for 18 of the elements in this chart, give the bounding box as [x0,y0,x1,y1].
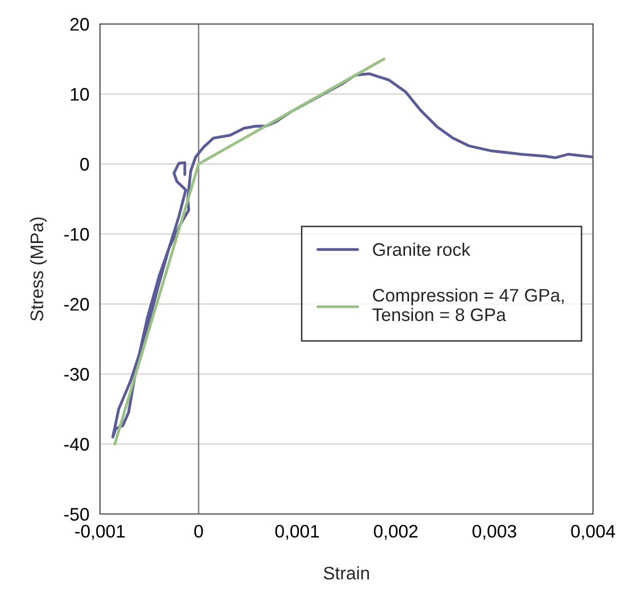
y-tick-label: -10 [64,228,89,241]
y-tick-label: 20 [70,18,89,31]
y-tick-label: -30 [64,368,89,381]
y-tick-label: 10 [70,88,89,101]
y-axis-title: Stress (MPa) [30,217,47,321]
x-tick-label: -0,001 [75,524,125,540]
y-tick-label: -50 [64,508,89,521]
y-tick-label: 0 [80,158,89,171]
legend-label: Granite rock [372,242,470,256]
legend-label: Compression = 47 GPa, Tension = 8 GPa [372,288,564,322]
x-tick-label: 0,003 [472,524,516,540]
y-tick-label: -40 [64,438,89,451]
x-tick-label: 0,001 [275,524,319,540]
x-tick-label: 0,002 [374,524,418,540]
x-axis-title: Strain [324,566,369,580]
y-tick-label: -20 [64,298,89,311]
x-tick-label: 0,004 [571,524,616,540]
x-tick-label: 0 [194,524,203,538]
